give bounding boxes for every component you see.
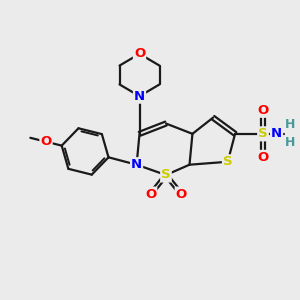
Text: S: S [161,169,171,182]
Text: O: O [257,151,268,164]
Text: O: O [145,188,156,201]
Text: O: O [257,104,268,117]
Text: N: N [131,158,142,171]
Text: O: O [134,47,145,60]
Text: S: S [258,127,268,140]
Text: H: H [285,136,296,149]
Text: S: S [223,155,232,168]
Text: O: O [40,135,52,148]
Text: N: N [134,90,145,103]
Text: O: O [176,188,187,201]
Text: N: N [271,127,282,140]
Text: H: H [285,118,296,131]
